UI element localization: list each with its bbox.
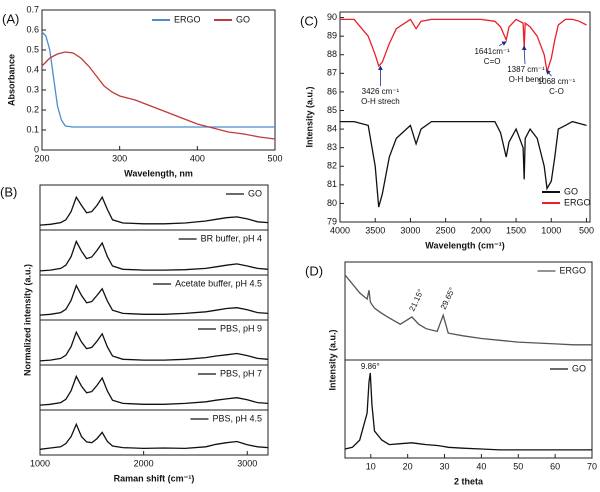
annotation-label: 1641cm⁻¹	[474, 47, 510, 56]
legend-label: ERGO	[564, 197, 591, 207]
x-tick-label: 1000	[541, 225, 561, 235]
y-tick-label: 84	[327, 123, 337, 133]
x-tick-label: 10	[366, 461, 376, 471]
legend-label: GO	[564, 186, 578, 196]
y-tick-label: 79	[327, 216, 337, 226]
legend-label: PBS, pH 4.5	[212, 413, 262, 423]
annotation-arrow	[545, 69, 552, 77]
data-line	[41, 31, 275, 128]
data-line	[344, 274, 592, 346]
legend-label: ERGO	[559, 265, 586, 275]
annotation-label: 21.15°	[407, 288, 425, 313]
x-tick-label: 2000	[471, 225, 491, 235]
y-tick-label: 0.3	[26, 84, 39, 94]
annotation-arrow	[521, 45, 527, 65]
y-tick-label: 0.1	[26, 124, 39, 134]
y-axis-label: Normalized intensity (a.u.)	[22, 264, 32, 376]
annotation-label: 3426 cm⁻¹	[362, 87, 400, 96]
y-tick-label: 82	[327, 161, 337, 171]
data-line	[39, 195, 269, 226]
x-tick-label: 40	[476, 461, 486, 471]
x-axis-label: Wavelength (cm⁻¹)	[425, 240, 504, 250]
x-tick-label: 400	[190, 153, 205, 163]
annotation-note: O-H strech	[361, 97, 400, 106]
y-axis-label: Absorbance	[6, 54, 16, 106]
x-tick-label: 70	[587, 461, 597, 471]
annotation-label: 1387 cm⁻¹	[507, 65, 545, 74]
y-tick-label: 83	[327, 142, 337, 152]
annotation-note: C-O	[549, 87, 564, 96]
panel-label: (C)	[300, 13, 318, 28]
y-tick-label: 0.5	[26, 44, 39, 54]
y-tick-label: 87	[327, 68, 337, 78]
x-tick-label: 3500	[365, 225, 385, 235]
y-tick-label: 81	[327, 179, 337, 189]
x-tick-label: 300	[112, 153, 127, 163]
plot-frame	[339, 11, 591, 223]
panel-label: (A)	[2, 11, 19, 26]
x-tick-label: 2000	[134, 458, 154, 468]
y-axis-label: Intensity (a.u.)	[304, 86, 314, 147]
x-axis-label: Wavelength, nm	[124, 168, 193, 178]
legend-label: GO	[236, 14, 250, 24]
data-line	[39, 374, 269, 406]
x-tick-label: 60	[550, 461, 560, 471]
data-line	[39, 283, 269, 316]
y-tick-label: 85	[327, 105, 337, 115]
x-tick-label: 50	[513, 461, 523, 471]
y-tick-label: 90	[327, 12, 337, 22]
panel-label: (B)	[0, 184, 17, 199]
data-line	[340, 18, 587, 72]
legend-label: ERGO	[174, 14, 201, 24]
legend-label: GO	[572, 363, 586, 373]
y-tick-label: 0.2	[26, 104, 39, 114]
legend-label: Acetate buffer, pH 4.5	[175, 278, 262, 288]
y-tick-label: 88	[327, 49, 337, 59]
legend-label: PBS, pH 7	[220, 368, 262, 378]
y-tick-label: 0.4	[26, 64, 39, 74]
x-axis-label: 2 theta	[454, 476, 484, 486]
annotation-note: C=O	[484, 57, 501, 66]
y-tick-label: 80	[327, 198, 337, 208]
plot-frame	[41, 9, 276, 151]
legend-label: PBS, pH 9	[220, 323, 262, 333]
x-tick-label: 30	[440, 461, 450, 471]
x-tick-label: 4000	[330, 225, 350, 235]
x-tick-label: 1500	[506, 225, 526, 235]
y-tick-label: 0.7	[26, 4, 39, 14]
annotation-arrow	[498, 41, 507, 47]
annotation-label: 9.86°	[361, 362, 380, 371]
data-line	[39, 239, 269, 272]
x-tick-label: 3000	[237, 458, 257, 468]
x-axis-label: Raman shift (cm⁻¹)	[114, 473, 195, 483]
x-tick-label: 500	[579, 225, 594, 235]
legend-label: BR buffer, pH 4	[201, 233, 262, 243]
y-tick-label: 0	[34, 144, 39, 154]
x-tick-label: 200	[34, 153, 49, 163]
x-tick-label: 3000	[400, 225, 420, 235]
legend-label: GO	[248, 188, 262, 198]
x-tick-label: 500	[267, 153, 282, 163]
x-tick-label: 1000	[30, 458, 50, 468]
y-tick-label: 86	[327, 86, 337, 96]
y-tick-label: 0.6	[26, 24, 39, 34]
data-line	[39, 422, 269, 450]
data-line	[41, 51, 276, 140]
data-line	[344, 372, 592, 451]
x-tick-label: 2500	[436, 225, 456, 235]
data-line	[340, 120, 587, 208]
x-tick-label: 20	[403, 461, 413, 471]
data-line	[39, 330, 269, 362]
annotation-label: 29.65°	[439, 286, 457, 311]
annotation-note: O-H bend	[509, 75, 544, 84]
y-axis-label: Intensity (a.u.)	[327, 329, 337, 390]
panel-label: (D)	[305, 263, 323, 278]
y-tick-label: 89	[327, 31, 337, 41]
annotation-label: 1068 cm⁻¹	[538, 77, 576, 86]
